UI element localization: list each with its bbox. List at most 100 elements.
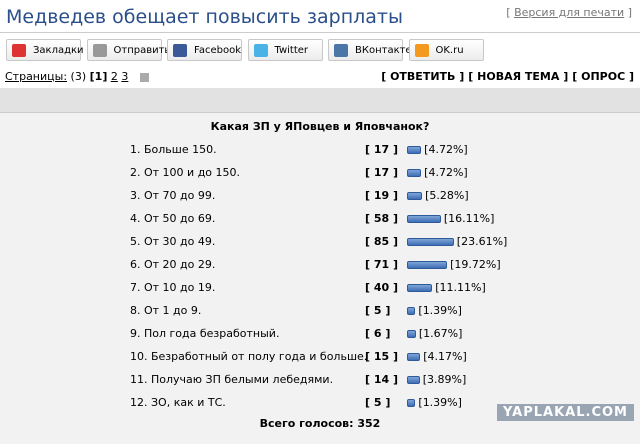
action-link[interactable]: ОТВЕТИТЬ [381, 70, 464, 83]
vote-bar [407, 261, 448, 269]
option-votes: 15 [365, 350, 398, 363]
option-label: 2. От 100 и до 150. [130, 166, 241, 179]
votes-value: 40 [373, 281, 390, 294]
share-icon [334, 44, 348, 57]
actions: ОТВЕТИТЬ НОВАЯ ТЕМА ОПРОС [377, 70, 634, 83]
option-percent: 4.72% [424, 166, 468, 179]
pages-count: (3) [70, 70, 87, 83]
option-label: 1. Больше 150. [130, 143, 217, 156]
vote-bar [407, 330, 416, 338]
option-label: 10. Безработный от полу года и больше. [130, 350, 368, 363]
votes-value: 19 [373, 189, 390, 202]
votes-value: 15 [373, 350, 390, 363]
option-votes: 40 [365, 281, 398, 294]
option-percent: 1.39% [418, 304, 462, 317]
option-votes: 71 [365, 258, 398, 271]
vote-bar [407, 399, 416, 407]
watermark: YAPLAKAL.COM [497, 404, 634, 421]
option-label: 4. От 50 до 69. [130, 212, 216, 225]
option-percent: 4.17% [423, 350, 467, 363]
share-button[interactable]: Twitter [247, 39, 323, 61]
option-percent: 5.28% [425, 189, 469, 202]
action-link[interactable]: НОВАЯ ТЕМА [468, 70, 568, 83]
vote-bar [407, 215, 441, 223]
share-button[interactable]: ВКонтакте [328, 39, 412, 61]
option-votes: 17 [365, 143, 398, 156]
poll-box [0, 112, 640, 444]
topic-title: Медведев обещает повысить зарплаты [6, 6, 403, 28]
share-label: ВКонтакте [355, 45, 412, 56]
share-button[interactable]: OK.ru [408, 39, 484, 61]
votes-value: 71 [373, 258, 390, 271]
option-label: 9. Пол года безработный. [130, 327, 280, 340]
option-label: 3. От 70 до 99. [130, 189, 216, 202]
poll-question: Какая ЗП у ЯПовцев и Яповчанок? [210, 120, 430, 133]
total-value: 352 [357, 417, 381, 430]
share-label: Отправить [113, 45, 171, 56]
print-link[interactable]: Версия для печати [514, 6, 625, 19]
vote-bar [407, 169, 422, 177]
option-votes: 85 [365, 235, 398, 248]
option-label: 8. От 1 до 9. [130, 304, 202, 317]
poll-total: Всего голосов: 352 [0, 417, 640, 430]
votes-value: 17 [373, 143, 390, 156]
share-icon [173, 44, 187, 57]
option-percent: 4.72% [424, 143, 468, 156]
option-percent: 16.11% [444, 212, 495, 225]
header-band [0, 88, 640, 112]
share-label: Twitter [274, 45, 309, 56]
option-label: 5. От 30 до 49. [130, 235, 216, 248]
divider [0, 32, 640, 33]
action-link[interactable]: ОПРОС [572, 70, 634, 83]
option-percent: 1.67% [419, 327, 463, 340]
option-votes: 17 [365, 166, 398, 179]
page-icon [139, 72, 149, 82]
share-label: OK.ru [435, 45, 464, 56]
option-label: 11. Получаю ЗП белыми лебедями. [130, 373, 334, 386]
share-label: Закладки [33, 45, 84, 56]
vote-bar [407, 146, 422, 154]
vote-bar [407, 284, 433, 292]
votes-value: 6 [373, 327, 382, 340]
option-label: 7. От 10 до 19. [130, 281, 216, 294]
share-button[interactable]: Отправить [86, 39, 170, 61]
option-votes: 19 [365, 189, 398, 202]
share-button[interactable]: Facebook [167, 39, 242, 61]
share-button[interactable]: Закладки [6, 39, 84, 61]
vote-bar [407, 353, 421, 361]
vote-bar [407, 307, 416, 315]
share-icon [253, 44, 268, 57]
option-label: 6. От 20 до 29. [130, 258, 216, 271]
option-votes: 5 [365, 304, 390, 317]
share-label: Facebook [194, 45, 241, 56]
page-link[interactable]: 2 [110, 70, 118, 83]
option-votes: 5 [365, 396, 390, 409]
pagination: Страницы: (3) [1] 2 3 [5, 70, 149, 83]
total-label: Всего голосов: [259, 417, 354, 430]
pages-label: Страницы: [5, 70, 68, 83]
votes-value: 17 [373, 166, 390, 179]
votes-value: 5 [373, 396, 382, 409]
option-percent: 23.61% [457, 235, 508, 248]
option-votes: 58 [365, 212, 398, 225]
option-percent: 1.39% [418, 396, 462, 409]
option-label: 12. ЗО, как и ТС. [130, 396, 226, 409]
print-bracket: Версия для печати [506, 6, 632, 19]
votes-value: 5 [373, 304, 382, 317]
option-percent: 3.89% [423, 373, 467, 386]
votes-value: 58 [373, 212, 390, 225]
share-icon [12, 44, 26, 57]
share-icon [414, 44, 429, 57]
votes-value: 14 [373, 373, 390, 386]
current-page: 1 [94, 70, 103, 83]
option-percent: 11.11% [435, 281, 486, 294]
option-votes: 6 [365, 327, 390, 340]
option-votes: 14 [365, 373, 398, 386]
votes-value: 85 [373, 235, 390, 248]
vote-bar [407, 376, 420, 384]
page-link[interactable]: 3 [121, 70, 129, 83]
option-percent: 19.72% [450, 258, 501, 271]
vote-bar [407, 238, 454, 246]
share-icon [92, 44, 107, 57]
